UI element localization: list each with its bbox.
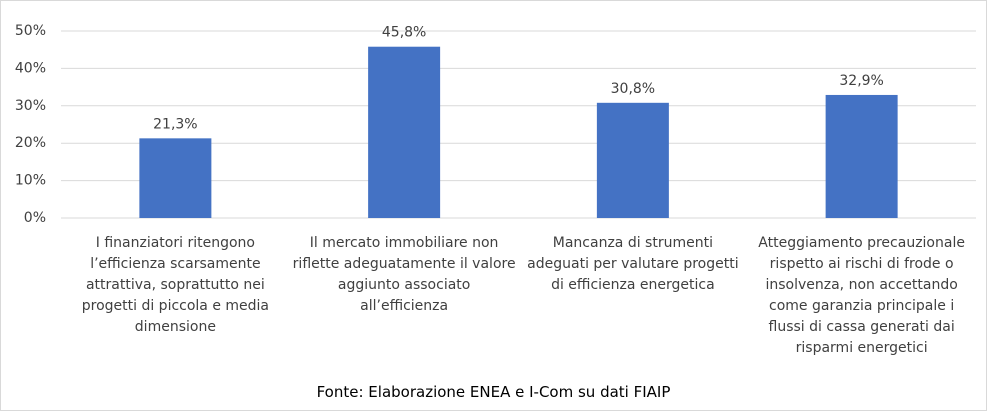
x-tick-label: Il mercato immobiliare non riflette adeg… (292, 235, 516, 314)
value-label: 45,8% (382, 25, 426, 41)
value-label: 21,3% (153, 116, 197, 132)
value-label: 32,9% (839, 73, 883, 89)
y-tick-label: 30% (15, 98, 46, 114)
x-tick-label: I finanziatori ritengono l’efficienza sc… (81, 235, 270, 335)
x-tick-label: Atteggiamento precauzionale rispetto ai … (758, 235, 965, 356)
y-tick-label: 50% (15, 23, 46, 39)
y-tick-label: 20% (15, 135, 46, 151)
bar (596, 102, 669, 218)
y-tick-label: 40% (15, 60, 46, 76)
y-tick-label: 0% (24, 210, 46, 226)
caption: Fonte: Elaborazione ENEA e I-Com su dati… (316, 383, 671, 401)
y-tick-label: 10% (15, 173, 46, 189)
value-label: 30,8% (611, 81, 655, 97)
bar (368, 46, 441, 218)
bar (825, 94, 898, 218)
x-tick-label: Mancanza di strumenti adeguati per valut… (527, 235, 739, 293)
bar (139, 138, 212, 218)
